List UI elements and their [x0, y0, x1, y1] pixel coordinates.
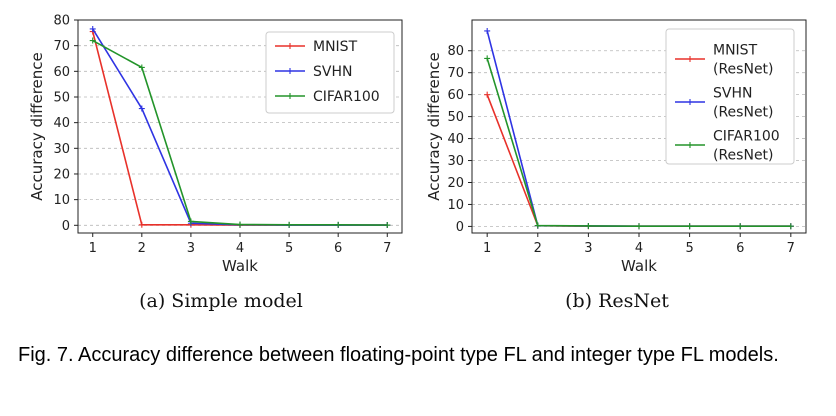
legend-marker [687, 99, 693, 105]
legend-marker [287, 43, 293, 49]
data-point [89, 25, 96, 32]
data-point [138, 105, 145, 112]
legend-label: SVHN [313, 64, 352, 80]
plot-frame [77, 19, 403, 234]
data-point [187, 218, 194, 225]
x-tick-label: 3 [584, 241, 592, 256]
x-tick-label: 2 [534, 241, 542, 256]
data-point [585, 222, 592, 229]
data-point [384, 222, 391, 229]
data-point [636, 223, 642, 230]
data-point [138, 64, 145, 71]
y-tick-label: 0 [456, 220, 464, 235]
data-point [237, 221, 243, 228]
subcaption-b: (b) ResNet [565, 290, 669, 312]
data-point [484, 55, 491, 62]
x-tick-label: 7 [383, 241, 391, 256]
data-point [335, 221, 342, 228]
y-tick-label: 20 [53, 167, 70, 182]
legend-box [265, 31, 395, 114]
legend-marker [687, 56, 693, 62]
y-tick-label: 20 [447, 176, 464, 191]
legend-box [665, 28, 795, 165]
x-tick-label: 5 [685, 241, 693, 256]
y-tick-label: 50 [447, 110, 464, 125]
y-tick-label: 40 [53, 116, 70, 131]
data-point [484, 27, 491, 34]
legend-label: MNIST [313, 39, 358, 55]
data-point [89, 37, 96, 44]
x-tick-label: 6 [334, 241, 342, 256]
legend: MNIST SVHN CIFAR100 [265, 31, 395, 114]
data-point [534, 222, 541, 229]
x-tick-label: 3 [187, 241, 195, 256]
y-tick-label: 30 [447, 154, 464, 169]
legend-label: CIFAR100 (ResNet) [713, 129, 780, 164]
chart-panel-resnet: 0 10 20 30 40 50 60 70 80 1 2 3 4 5 6 7 Walk Accuracy dif… [425, 19, 807, 275]
x-axis-label: Walk [621, 257, 657, 275]
x-tick-label: 1 [89, 241, 97, 256]
x-tick-label: 4 [635, 241, 643, 256]
data-point [787, 223, 794, 230]
y-tick-label: 80 [53, 14, 70, 29]
chart-panel-simple-model: 0 10 20 30 40 50 60 70 80 1 2 3 4 5 6 7 Walk Accuracy dif… [28, 14, 403, 275]
y-tick-label: 0 [62, 219, 70, 234]
legend-label: SVHN (ResNet) [713, 86, 774, 121]
y-tick-label: 40 [447, 132, 464, 147]
plot-frame [471, 19, 807, 234]
y-tick-label: 70 [53, 39, 70, 54]
x-axis-label: Walk [222, 257, 258, 275]
y-tick-label: 60 [447, 88, 464, 103]
y-tick-label: 50 [53, 90, 70, 105]
y-tick-label: 30 [53, 142, 70, 157]
data-point [686, 223, 693, 230]
data-point [286, 221, 293, 228]
data-point [484, 91, 491, 98]
data-point [138, 221, 145, 228]
series-cifar100 [89, 37, 391, 229]
data-point [737, 223, 744, 230]
legend-label: MNIST (ResNet) [713, 43, 774, 78]
legend-marker [287, 68, 293, 74]
legend-marker [287, 93, 293, 99]
x-tick-label: 1 [483, 241, 491, 256]
x-tick-label: 5 [285, 241, 293, 256]
x-tick-label: 2 [138, 241, 146, 256]
x-tick-label: 4 [236, 241, 244, 256]
legend: MNIST (ResNet) SVHN (ResNet) CIFAR100 (ResNet… [665, 28, 795, 165]
y-tick-label: 10 [53, 193, 70, 208]
legend-label: CIFAR100 [313, 89, 380, 105]
figure-caption: Fig. 7. Accuracy difference between floa… [18, 344, 779, 366]
y-tick-label: 70 [447, 66, 464, 81]
x-tick-label: 6 [736, 241, 744, 256]
series-cifar100 [484, 55, 794, 230]
y-tick-label: 60 [53, 65, 70, 80]
y-tick-label: 10 [447, 198, 464, 213]
x-tick-label: 7 [787, 241, 795, 256]
legend-marker [687, 142, 693, 148]
y-axis-label: Accuracy difference [28, 52, 46, 201]
y-tick-label: 80 [447, 44, 464, 59]
y-axis-label: Accuracy difference [425, 52, 443, 201]
subcaption-a: (a) Simple model [139, 290, 303, 312]
